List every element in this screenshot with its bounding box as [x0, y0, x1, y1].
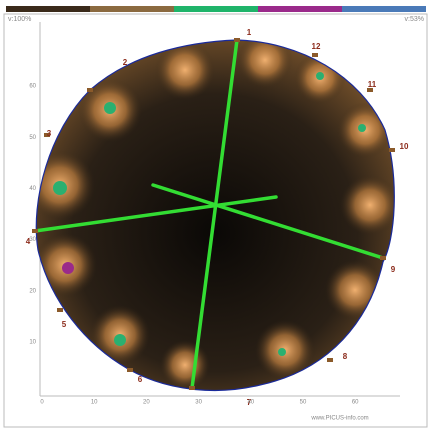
- sensor-marker: [32, 229, 38, 233]
- sensor-label: 9: [391, 265, 396, 274]
- sensor-label: 1: [247, 28, 252, 37]
- sensor-marker: [189, 386, 195, 390]
- scale-max-label: v:53%: [405, 16, 424, 23]
- x-tick-label: 30: [195, 400, 202, 406]
- sensor-marker: [327, 358, 333, 362]
- y-tick-label: 40: [29, 186, 36, 192]
- x-tick-label: 40: [247, 400, 254, 406]
- y-tick-label: 30: [29, 237, 36, 243]
- y-tick-label: 20: [29, 288, 36, 294]
- sensor-label: 8: [343, 352, 348, 361]
- tomogram: [36, 40, 395, 391]
- sensor-label: 11: [368, 80, 377, 89]
- sensor-marker: [367, 88, 373, 92]
- sensor-marker: [234, 38, 240, 42]
- sensor-marker: [127, 368, 133, 372]
- axis-ticks: 0 10 20 30 40 50 60 10 20 30 40 50 60: [29, 84, 359, 406]
- sensor-label: 7: [247, 398, 252, 407]
- x-tick-label: 50: [300, 400, 307, 406]
- sensor-label: 10: [400, 142, 409, 151]
- y-tick-label: 10: [29, 340, 36, 346]
- watermark: www.PICUS-info.com: [310, 416, 368, 422]
- sensor-label: 3: [47, 129, 52, 138]
- y-tick-label: 50: [29, 135, 36, 141]
- x-tick-label: 60: [352, 400, 359, 406]
- sensor-label: 12: [312, 42, 321, 51]
- sensor-marker: [44, 133, 50, 137]
- sensor-marker: [57, 308, 63, 312]
- x-tick-label: 10: [91, 400, 98, 406]
- x-tick-label: 0: [40, 400, 44, 406]
- sensor-marker: [389, 148, 395, 152]
- crack-lines: [33, 38, 385, 390]
- sensor-marker: [87, 88, 93, 92]
- sensor-label: 6: [138, 375, 143, 384]
- x-tick-label: 20: [143, 400, 150, 406]
- scale-min-label: v:100%: [8, 16, 31, 23]
- color-scale: [6, 6, 426, 12]
- sensor-marker: [312, 53, 318, 57]
- sensor-label: 5: [62, 320, 67, 329]
- sensor-marker: [380, 256, 386, 260]
- sensor-label: 2: [123, 58, 128, 67]
- sensor-label: 4: [26, 237, 31, 246]
- y-tick-label: 60: [29, 84, 36, 90]
